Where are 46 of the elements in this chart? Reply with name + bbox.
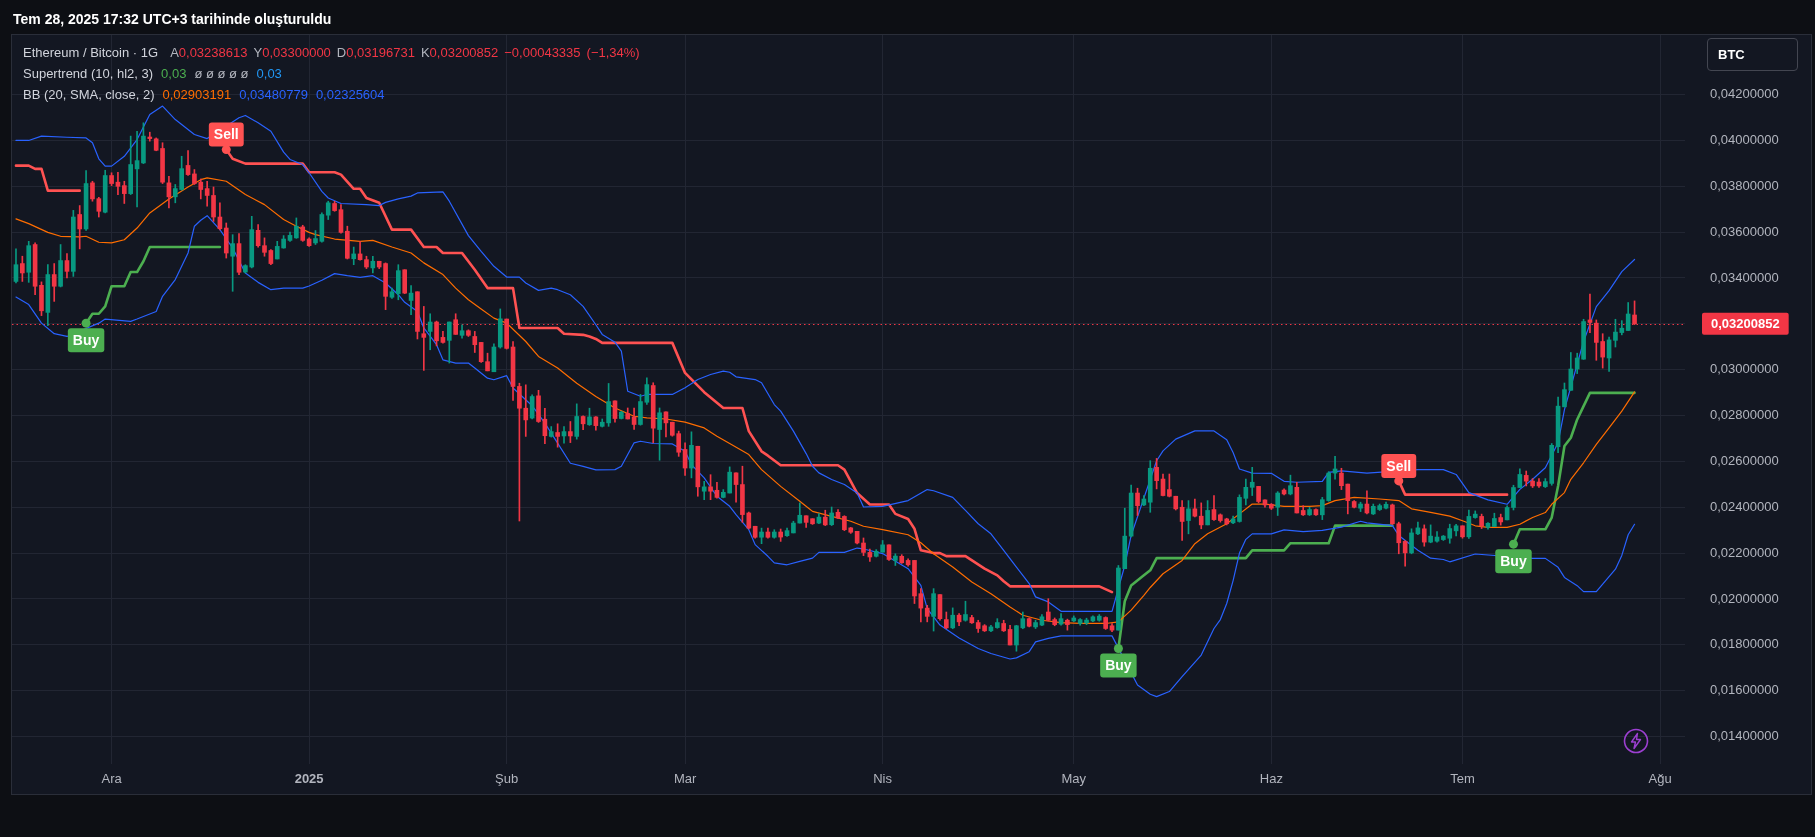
x-tick-label: Ağu: [1648, 771, 1672, 787]
y-tick-label: 0,01600000: [1710, 682, 1779, 698]
annotation: Buy: [1105, 657, 1132, 674]
text: Ethereum / Bitcoin · 1G: [23, 45, 159, 61]
x-tick-label: Şub: [495, 771, 519, 787]
annotation: 0,03: [161, 66, 187, 82]
annotation: 0,03: [256, 66, 282, 82]
y-tick-label: 0,02400000: [1710, 498, 1779, 514]
annotation: Buy: [72, 332, 100, 349]
y-tick-label: 0,02000000: [1710, 590, 1779, 606]
annotation: ø ø ø ø ø: [194, 66, 249, 82]
y-tick-label: 0,01800000: [1710, 636, 1779, 652]
annotation: BB (20, SMA, close, 2): [23, 87, 155, 103]
text: A0,03238613 Y0,03300000 D0,03196731 K0,03200852 −0,00043335 (−1,34%): [170, 45, 640, 60]
y-tick-label: 0,03800000: [1710, 177, 1779, 193]
y-tick-label: 0,03600000: [1710, 223, 1779, 239]
y-tick-label: 0,02600000: [1710, 452, 1779, 468]
y-tick-label: 0,02800000: [1710, 407, 1779, 423]
annotation: Supertrend (10, hl2, 3): [23, 66, 154, 82]
point: [1113, 643, 1123, 653]
y-tick-label: 0,03000000: [1710, 361, 1779, 377]
x-tick-label: Haz: [1259, 771, 1283, 787]
y-tick-label: 0,03400000: [1710, 269, 1779, 285]
annotation: Buy: [1500, 553, 1527, 570]
y-tick-label: 0,01400000: [1710, 728, 1779, 744]
candlestick: [115, 171, 121, 195]
x-tick-label: Nis: [873, 771, 893, 787]
annotation: Sell: [1386, 457, 1412, 474]
annotation: 0,02325604: [315, 87, 385, 103]
ref-line-label: 0,03200852: [1711, 316, 1780, 332]
y-tick-label: 0,04000000: [1710, 132, 1779, 148]
text: BTC: [1707, 38, 1798, 71]
x-tick-label: 2025: [294, 771, 324, 787]
x-tick-label: May: [1061, 771, 1087, 787]
y-tick-label: 0,02200000: [1710, 544, 1779, 560]
annotation: 0,02903191: [162, 87, 232, 103]
x-tick-label: Ara: [101, 771, 123, 787]
point: [81, 318, 91, 328]
annotation: Sell: [213, 126, 239, 143]
candlestick: [1249, 467, 1255, 496]
text: Tem 28, 2025 17:32 UTC+3 tarihinde oluşturuldu: [13, 11, 332, 27]
y-tick-label: 0,04200000: [1710, 86, 1779, 102]
point: [1508, 539, 1518, 549]
x-tick-label: Tem: [1450, 771, 1475, 787]
annotation: 0,03480779: [239, 87, 308, 103]
x-tick-label: Mar: [673, 771, 697, 787]
